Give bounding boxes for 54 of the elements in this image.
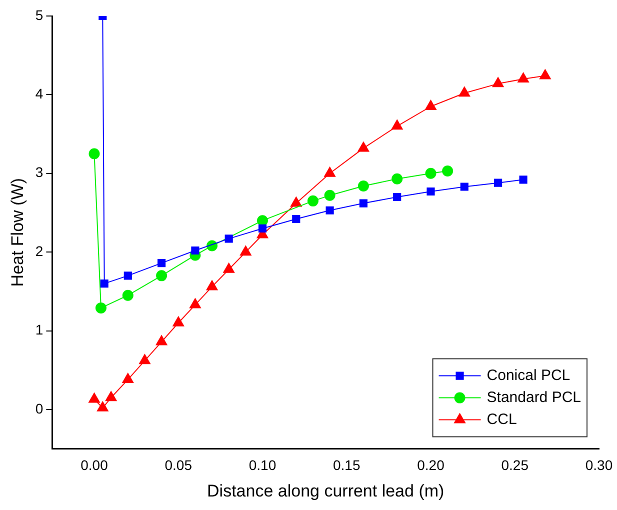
legend-label: Standard PCL [486, 388, 582, 406]
point [156, 335, 168, 346]
point [258, 224, 267, 232]
point [100, 280, 108, 288]
point [358, 180, 369, 192]
point [206, 280, 218, 290]
y-tick-label: 4 [35, 86, 44, 102]
x-tick-label: 0.05 [164, 457, 192, 474]
point [95, 302, 106, 314]
point [392, 173, 403, 184]
point [494, 178, 502, 187]
legend-label: Conical PCL [486, 366, 570, 384]
point [224, 234, 233, 243]
point [359, 199, 368, 208]
point [122, 373, 134, 384]
point [190, 298, 201, 308]
point [191, 246, 200, 255]
legend-label: CCL [486, 410, 517, 428]
y-tick-label: 3 [35, 164, 44, 180]
point [105, 391, 117, 402]
point [460, 182, 468, 191]
point [324, 190, 336, 201]
point [425, 168, 436, 179]
point [223, 262, 235, 273]
point [393, 192, 402, 202]
point [290, 196, 302, 207]
x-tick-label: 0.15 [333, 457, 360, 474]
x-tick-label: 0.25 [501, 457, 529, 474]
point [326, 206, 334, 214]
point [88, 392, 100, 403]
point [172, 316, 184, 326]
x-tick-label: 0.30 [585, 457, 613, 474]
point [426, 187, 435, 196]
point [158, 259, 166, 268]
y-axis-title: Heat Flow (W) [8, 178, 27, 287]
y-tick-label: 5 [35, 6, 44, 23]
x-tick-label: 0.10 [248, 457, 276, 474]
point [139, 354, 150, 364]
x-tick-label: 0.20 [417, 457, 445, 474]
point [88, 148, 100, 160]
point [96, 401, 108, 412]
point [519, 176, 528, 184]
y-tick-label: 0 [35, 400, 44, 416]
point [122, 290, 134, 301]
point [292, 214, 300, 224]
x-tick-label: 0.00 [80, 457, 108, 474]
y-tick-label: 1 [35, 322, 44, 338]
point [442, 166, 454, 177]
point [156, 270, 168, 282]
x-axis-title: Distance along current lead (m) [207, 481, 444, 500]
point [240, 246, 252, 256]
point [307, 195, 318, 206]
y-tick-label: 2 [35, 242, 44, 259]
point [124, 272, 132, 280]
